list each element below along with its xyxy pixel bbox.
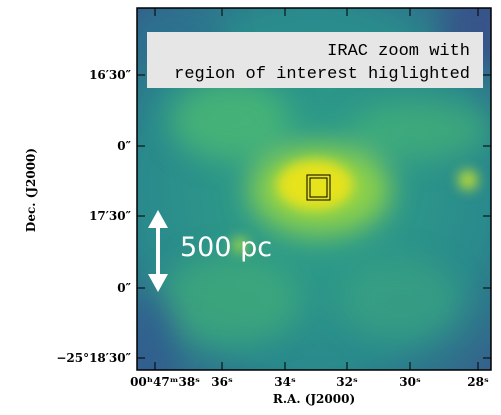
scale-label: 500 pc <box>180 232 272 263</box>
region-box <box>306 174 331 201</box>
x-tick-label: 30ˢ <box>399 375 421 389</box>
x-axis-label: R.A. (J2000) <box>273 392 355 406</box>
y-tick-label: 16′30″ <box>89 68 132 82</box>
annotation-box <box>147 32 483 88</box>
x-tick-label: 32ˢ <box>336 375 358 389</box>
region-box-inner <box>309 177 328 198</box>
y-tick-label: 0″ <box>117 139 131 153</box>
x-tick-label: 36ˢ <box>211 375 233 389</box>
frame <box>136 7 492 371</box>
scale-arrow <box>148 210 168 292</box>
annotation-line: IRAC zoom with <box>327 42 470 61</box>
x-tick-label: 34ˢ <box>274 375 296 389</box>
x-tick-label: 00ʰ47ᵐ38ˢ <box>130 375 200 389</box>
y-axis-label: Dec. (J2000) <box>24 148 38 232</box>
y-tick-label: −25°18′30″ <box>56 351 131 365</box>
annotation-line: region of interest higlighted <box>174 65 470 84</box>
y-tick-label: 17′30″ <box>89 209 132 223</box>
y-tick-label: 0″ <box>117 281 131 295</box>
x-tick-label: 28ˢ <box>467 375 489 389</box>
